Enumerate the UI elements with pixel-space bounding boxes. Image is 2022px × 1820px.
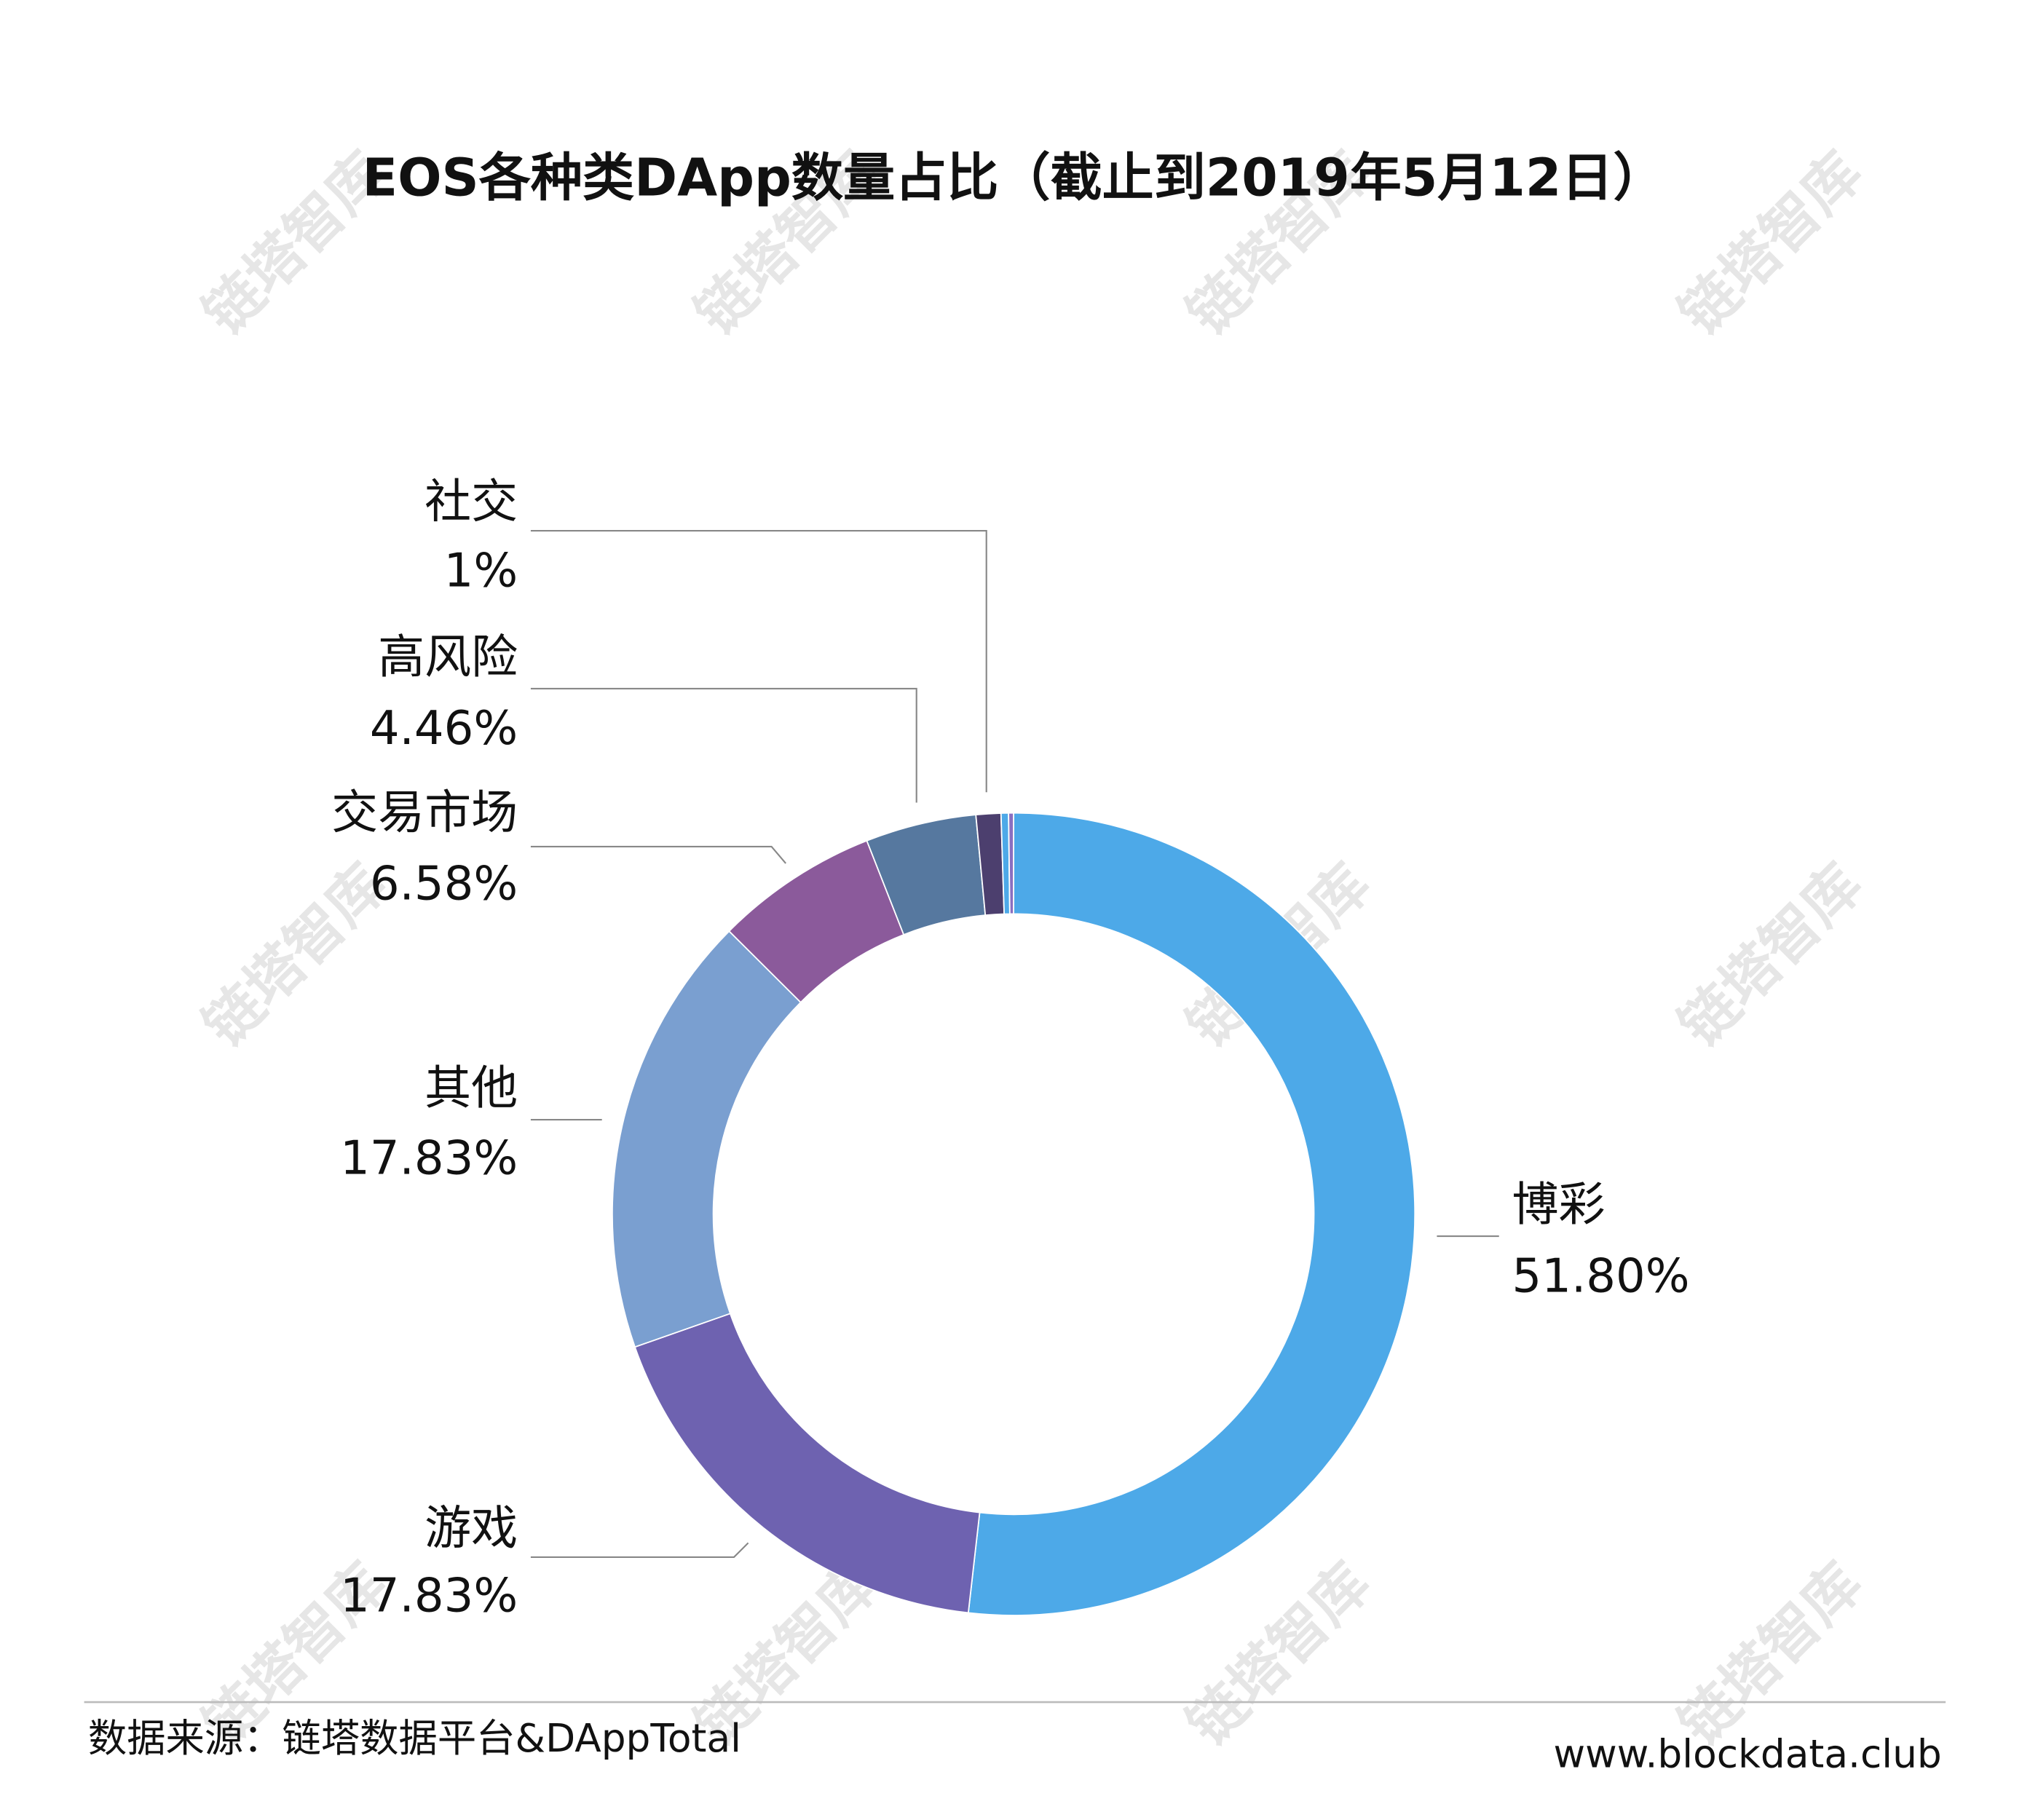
slice-value: 1% [444, 544, 518, 598]
leader-line [530, 1542, 749, 1558]
slice-label: 社交 [424, 475, 518, 529]
watermark: 链塔智库 [1667, 1550, 1875, 1758]
watermark: 链塔智库 [191, 851, 400, 1059]
watermark: 链塔智库 [1667, 140, 1875, 348]
leader-line [530, 530, 987, 793]
slice-value: 6.58% [370, 858, 518, 911]
slice-value: 17.83% [340, 1569, 518, 1623]
slice-label: 游戏 [424, 1502, 518, 1556]
slice-value: 17.83% [340, 1131, 518, 1185]
donut-slice [967, 812, 1416, 1616]
footer-website: www.blockdata.club [1554, 1730, 1942, 1776]
chart-title: EOS各种类DApp数量占比（截止到2019年5月12日） [363, 148, 1665, 208]
donut-slice [612, 930, 802, 1348]
slice-label: 其他 [424, 1061, 518, 1115]
slice-label: 交易市场 [331, 786, 518, 840]
watermark: 链塔智库 [1667, 851, 1875, 1059]
slice-value: 51.80% [1512, 1249, 1690, 1303]
donut-slice [633, 1313, 981, 1614]
leader-line [530, 687, 917, 803]
slice-label: 博彩 [1512, 1178, 1606, 1232]
footer-source: 数据来源：链塔数据平台&DAppTotal [88, 1715, 741, 1761]
watermark: 链塔智库 [1175, 1550, 1383, 1758]
slice-value: 4.46% [370, 702, 518, 756]
slice-label: 高风险 [378, 630, 518, 684]
leader-line [530, 845, 786, 864]
donut-slice [1008, 812, 1014, 915]
